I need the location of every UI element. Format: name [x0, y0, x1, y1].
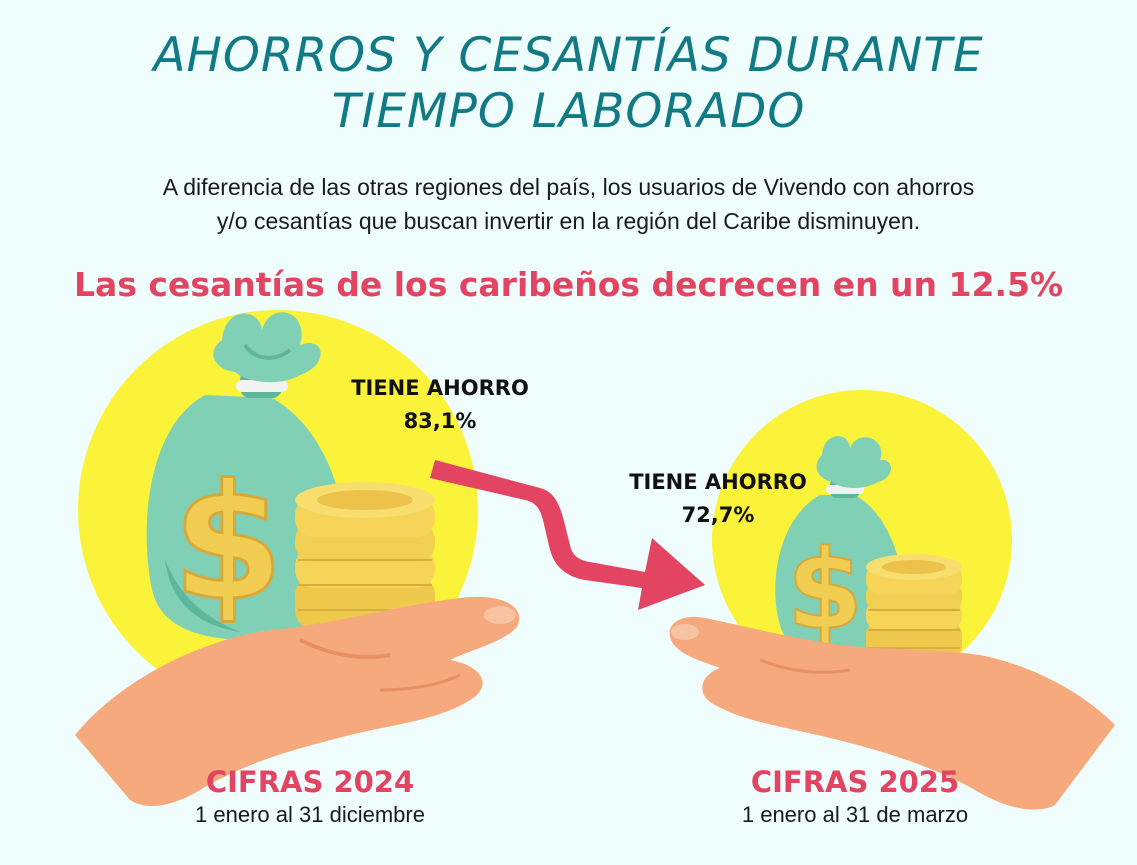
page-title: AHORROS Y CESANTÍAS DURANTE TIEMPO LABOR…: [0, 28, 1137, 140]
stat-label: TIENE AHORRO: [629, 470, 807, 494]
open-hand-icon: [669, 616, 1115, 810]
period-title: CIFRAS 2025: [750, 765, 960, 799]
headline: Las cesantías de los caribeños decrecen …: [73, 265, 1064, 304]
intro-paragraph: A diferencia de las otras regiones del p…: [90, 170, 1047, 238]
down-arrow-icon: [430, 460, 705, 610]
stat-2025: TIENE AHORRO 72,7%: [608, 466, 828, 532]
stat-value: 72,7%: [681, 503, 755, 527]
period-2025: CIFRAS 2025 1 enero al 31 de marzo: [705, 764, 1005, 830]
period-2024: CIFRAS 2024 1 enero al 31 diciembre: [160, 764, 460, 830]
intro-line-2: y/o cesantías que buscan invertir en la …: [216, 208, 921, 234]
stat-value: 83,1%: [403, 409, 477, 433]
intro-line-1: A diferencia de las otras regiones del p…: [162, 174, 975, 200]
stat-label: TIENE AHORRO: [351, 376, 529, 400]
svg-text:$: $: [172, 449, 283, 636]
coin-stack-icon: [866, 554, 962, 660]
period-title: CIFRAS 2024: [205, 765, 415, 799]
stat-2024: TIENE AHORRO 83,1%: [330, 372, 550, 438]
money-bag-icon: $: [775, 436, 905, 658]
title-line-1: AHORROS Y CESANTÍAS DURANTE: [153, 28, 984, 83]
period-range: 1 enero al 31 de marzo: [741, 802, 969, 827]
title-line-2: TIEMPO LABORADO: [331, 84, 806, 139]
period-range: 1 enero al 31 diciembre: [195, 802, 425, 827]
open-hand-icon: [75, 596, 520, 806]
svg-text:$: $: [787, 526, 864, 654]
